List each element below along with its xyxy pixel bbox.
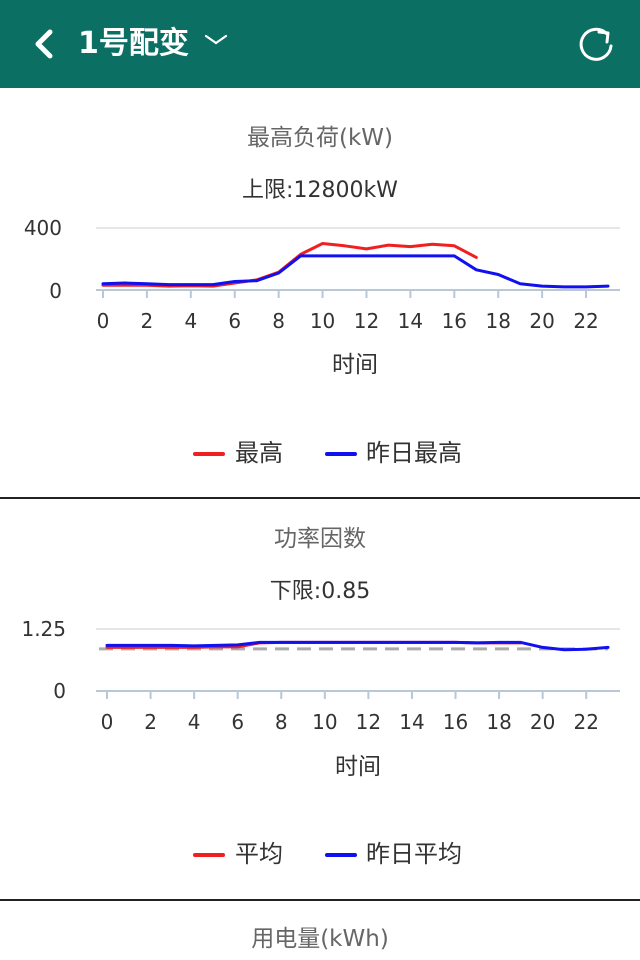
legend-swatch-avg bbox=[193, 853, 225, 857]
x-tick-label: 20 bbox=[530, 710, 555, 734]
x-axis-label: 时间 bbox=[335, 754, 381, 780]
y-tick-label: 400 bbox=[24, 216, 62, 240]
legend-label-yesterday-max[interactable]: 昨日最高 bbox=[366, 439, 462, 467]
x-tick-label: 14 bbox=[398, 309, 423, 333]
x-axis-label: 时间 bbox=[332, 352, 378, 378]
app-header: 1号配变 bbox=[0, 0, 640, 88]
chevron-left-icon bbox=[35, 29, 53, 59]
series-line-yesterday bbox=[105, 640, 610, 652]
x-axis-ticks: 0 2 4 6 8 10 12 14 16 18 20 22 bbox=[97, 290, 599, 333]
x-tick-label: 2 bbox=[141, 309, 154, 333]
series-line-yesterday bbox=[101, 254, 610, 289]
legend-swatch-yesterday-avg bbox=[325, 853, 357, 857]
page-title: 1号配变 bbox=[78, 26, 189, 61]
chart-legend: 平均 昨日平均 bbox=[0, 836, 640, 872]
x-tick-label: 12 bbox=[354, 309, 379, 333]
legend-swatch-yesterday-max bbox=[325, 452, 357, 456]
legend-label-yesterday-avg[interactable]: 昨日平均 bbox=[366, 840, 462, 868]
y-tick-label: 1.25 bbox=[21, 617, 66, 641]
max-load-chart: 400 0 0 2 4 6 8 10 12 14 16 18 20 22 时间 bbox=[24, 216, 620, 378]
chart-title: 最高负荷(kW) bbox=[246, 125, 393, 151]
x-tick-label: 4 bbox=[184, 309, 197, 333]
back-button[interactable] bbox=[28, 22, 68, 66]
y-tick-label: 0 bbox=[49, 279, 62, 303]
power-factor-panel: 功率因数 下限:0.85 1.25 0 0 2 4 6 8 10 12 14 16 18 20 22 … bbox=[0, 499, 640, 899]
x-tick-label: 10 bbox=[310, 309, 335, 333]
x-tick-label: 6 bbox=[231, 710, 244, 734]
chart-legend: 最高 昨日最高 bbox=[0, 435, 640, 471]
series-group bbox=[101, 242, 610, 289]
legend-label-max[interactable]: 最高 bbox=[235, 439, 283, 467]
energy-panel: 用电量(kWh) bbox=[0, 901, 640, 960]
x-tick-label: 18 bbox=[486, 710, 511, 734]
chart-title: 功率因数 bbox=[274, 526, 366, 552]
refresh-button[interactable] bbox=[574, 22, 618, 66]
x-tick-label: 18 bbox=[485, 309, 510, 333]
legend-label-avg[interactable]: 平均 bbox=[235, 840, 283, 868]
x-tick-label: 16 bbox=[442, 309, 467, 333]
x-tick-label: 8 bbox=[272, 309, 285, 333]
max-load-panel: 最高负荷(kW) 上限:12800kW 400 0 0 2 4 6 8 10 12 14 16 1… bbox=[0, 88, 640, 498]
device-dropdown-toggle[interactable] bbox=[202, 28, 230, 48]
x-tick-label: 22 bbox=[573, 309, 598, 333]
section-divider bbox=[0, 899, 640, 901]
x-tick-label: 22 bbox=[573, 710, 598, 734]
chart-title: 用电量(kWh) bbox=[251, 926, 389, 952]
chevron-down-icon bbox=[204, 34, 228, 45]
legend-swatch-max bbox=[193, 452, 225, 456]
x-tick-label: 2 bbox=[144, 710, 157, 734]
y-tick-label: 0 bbox=[53, 679, 66, 703]
power-factor-chart: 1.25 0 0 2 4 6 8 10 12 14 16 18 20 22 时间 bbox=[21, 617, 620, 780]
refresh-icon bbox=[579, 27, 613, 61]
x-tick-label: 16 bbox=[443, 710, 468, 734]
x-tick-label: 8 bbox=[275, 710, 288, 734]
x-tick-label: 0 bbox=[101, 710, 114, 734]
chart-limit-label: 下限:0.85 bbox=[269, 579, 371, 604]
x-tick-label: 14 bbox=[399, 710, 424, 734]
x-tick-label: 10 bbox=[312, 710, 337, 734]
x-tick-label: 20 bbox=[529, 309, 554, 333]
section-divider bbox=[0, 497, 640, 499]
x-axis-ticks: 0 2 4 6 8 10 12 14 16 18 20 22 bbox=[101, 691, 599, 734]
x-tick-label: 12 bbox=[356, 710, 381, 734]
chart-limit-label: 上限:12800kW bbox=[242, 178, 398, 203]
series-group bbox=[105, 640, 610, 652]
x-tick-label: 0 bbox=[97, 309, 110, 333]
x-tick-label: 6 bbox=[228, 309, 241, 333]
x-tick-label: 4 bbox=[188, 710, 201, 734]
